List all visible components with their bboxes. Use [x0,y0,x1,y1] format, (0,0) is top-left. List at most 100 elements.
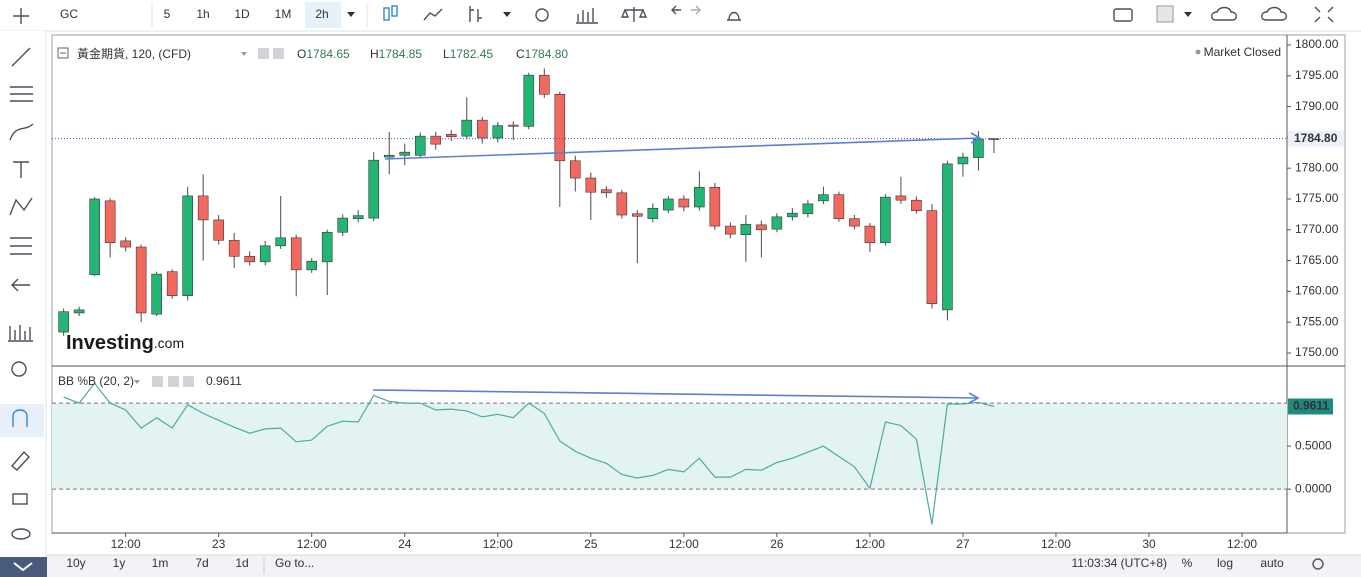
lock-drawing-tool[interactable] [10,450,30,471]
visibility-tool[interactable] [11,528,31,540]
candle-body [430,135,442,145]
trend-arrow [372,389,979,399]
candle-body [89,198,100,276]
indicator-dropdown[interactable] [134,380,140,384]
candle-body [632,213,643,217]
x-tick-label: 12:00 [1227,537,1257,551]
indicator-close[interactable] [183,376,194,387]
candle-body [570,160,581,179]
symbol-title: 黃金期貨, 120, (CFD) [77,46,191,61]
fullscreen-icon[interactable] [1314,6,1334,23]
zoom-tool[interactable] [11,361,27,377]
ohlc-value: 1784.65 [306,47,350,61]
y-tick-label: 1780.00 [1295,160,1339,174]
top-toolbar [0,0,1361,31]
collapse-button[interactable] [0,557,47,577]
y-tick-label: 1795.00 [1295,68,1339,82]
indicator-value: 0.9611 [206,374,242,388]
y-tick-label: 1750.00 [1295,345,1339,359]
indicator-settings[interactable] [168,376,179,387]
x-tick-label: 12:00 [669,537,699,551]
cloud-upload-icon[interactable] [1260,6,1288,21]
collapse-legend[interactable] [57,47,69,59]
settings-button[interactable] [1312,558,1324,570]
undo-icon[interactable] [671,5,681,15]
candle-body [228,239,240,257]
candle-body [647,207,659,219]
settings-icon[interactable] [535,8,549,22]
magnet-tool[interactable] [12,409,28,427]
ohlc-label: C [516,47,525,61]
candle-body [538,74,550,95]
x-tick-label: 12:00 [855,537,885,551]
interval-button[interactable]: 1M [275,7,292,21]
back-tool[interactable] [11,278,30,292]
last-price-tag [1288,130,1344,147]
bars-icon[interactable] [469,6,482,22]
indicator-visibility[interactable] [152,376,163,387]
candle-body [461,119,473,137]
lock-tool[interactable] [12,493,28,505]
scale-option[interactable]: % [1182,556,1193,570]
scale-option[interactable]: auto [1260,556,1284,570]
legend-visibility[interactable] [258,48,269,59]
goto-button[interactable]: Go to... [275,556,314,570]
range-button[interactable]: 1d [235,556,248,570]
measure-tool[interactable] [8,325,33,342]
pattern-tool[interactable] [9,197,33,216]
candle-body [616,192,628,216]
interval-button[interactable]: 1h [196,7,209,21]
candle-body [740,223,752,236]
prediction-tool[interactable] [10,237,32,255]
range-button[interactable]: 10y [66,556,85,570]
indicators-icon[interactable] [576,8,598,24]
camera-icon[interactable] [1113,8,1133,22]
candles-icon[interactable] [383,5,398,21]
interval-button[interactable]: 1D [234,7,250,21]
interval-button[interactable]: 5 [164,7,171,21]
text-tool[interactable] [13,161,29,178]
range-button[interactable]: 1m [152,556,169,570]
compare-icon[interactable] [620,7,648,22]
toolbar-icons [151,2,1334,28]
area-icon[interactable] [423,8,443,21]
y2-tick-label: 0.0000 [1295,481,1332,495]
x-tick-label: 27 [956,537,970,551]
candle-body [694,186,705,208]
crosshair-tool[interactable] [13,8,29,24]
fib-tool[interactable] [10,86,33,102]
legend-settings[interactable] [273,48,284,59]
candle-body [197,195,209,221]
indicator-pane [52,382,1287,525]
scale-option[interactable]: log [1217,556,1233,570]
interval-button[interactable]: 2h [315,7,328,21]
candle-body [756,224,767,231]
left-toolbar [0,31,46,577]
candle-body [523,74,535,127]
symbol[interactable]: GC [60,7,78,21]
brush-tool[interactable] [9,123,34,141]
color-swatch[interactable] [1156,5,1174,23]
trend-arrow-head [968,392,980,404]
alert-icon[interactable] [727,11,741,21]
range-button[interactable]: 7d [195,556,208,570]
dropdown-arrow[interactable] [503,12,511,17]
y-tick-label: 1775.00 [1295,191,1339,205]
dropdown-arrow[interactable] [347,12,355,17]
candle-body [368,159,380,219]
cloud-download-icon[interactable] [1210,6,1238,21]
y-tick-label: 1765.00 [1295,253,1339,267]
redo-icon[interactable] [691,5,701,15]
trendline-tool[interactable] [11,47,31,67]
y-tick-label: 1755.00 [1295,314,1339,328]
active-interval-bg [305,2,341,28]
candle-body [259,245,271,263]
dropdown-arrow[interactable] [1184,12,1192,17]
candle-body [663,198,674,211]
legend-dropdown[interactable] [241,52,247,56]
candle-body [942,163,953,311]
candle-body [709,186,721,227]
range-button[interactable]: 1y [113,556,126,570]
x-tick-label: 12:00 [1041,537,1071,551]
collapse-icon [13,562,33,572]
